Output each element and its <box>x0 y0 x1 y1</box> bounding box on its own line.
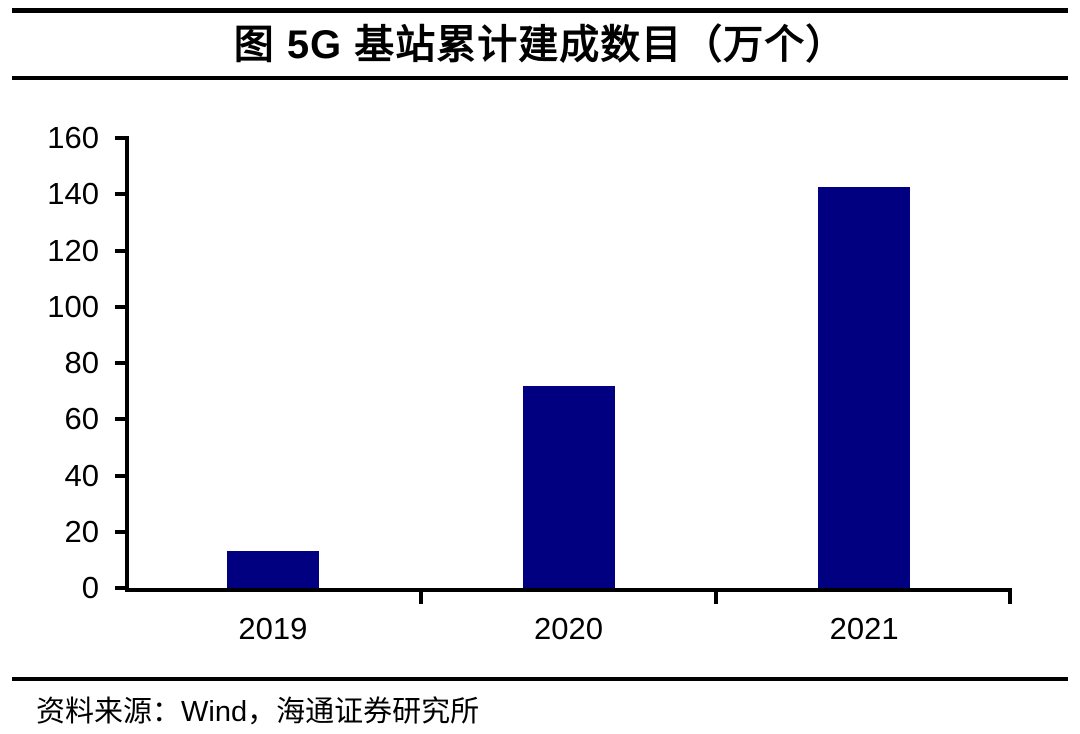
bar <box>818 187 911 588</box>
y-axis-tick <box>115 361 129 365</box>
x-axis-end-tick <box>1008 588 1012 604</box>
y-axis-tick <box>115 192 129 197</box>
y-axis-tick-label: 140 <box>47 176 99 212</box>
y-axis-tick-label: 60 <box>64 401 99 437</box>
x-axis-tick <box>418 588 423 604</box>
top-rule <box>12 8 1068 13</box>
y-axis-tick-label: 100 <box>47 288 99 324</box>
y-axis-tick <box>115 304 129 309</box>
y-axis-tick <box>115 473 129 478</box>
footer-rule <box>12 677 1068 681</box>
y-axis-tick-label: 20 <box>64 513 99 549</box>
y-axis-tick-label: 160 <box>47 120 99 155</box>
y-axis-tick <box>115 136 129 140</box>
y-axis-tick-label: 0 <box>81 570 99 605</box>
y-axis-tick <box>115 586 129 590</box>
bar <box>226 551 319 588</box>
x-axis-tick-label: 2020 <box>534 611 603 646</box>
x-axis-line <box>125 588 1012 592</box>
y-axis-tick <box>115 529 129 534</box>
y-axis-tick <box>115 417 129 422</box>
y-axis-tick-label: 80 <box>64 345 99 380</box>
bar <box>522 385 615 588</box>
source-note: 资料来源：Wind，海通证券研究所 <box>36 696 480 728</box>
x-axis-tick <box>714 588 719 604</box>
y-axis-tick <box>115 248 129 253</box>
title-underline-rule <box>12 76 1068 80</box>
x-axis-tick-label: 2021 <box>829 611 899 646</box>
plot-area: 0 20 40 60 80 100 120 140 160 2019 2020 2021 <box>47 121 1012 646</box>
y-axis-line <box>125 138 129 592</box>
chart-title: 图 5G 基站累计建成数目（万个） <box>233 23 847 67</box>
y-axis-tick-label: 120 <box>47 232 99 268</box>
y-axis-tick-label: 40 <box>64 457 99 493</box>
x-axis-tick-label: 2019 <box>238 611 308 646</box>
